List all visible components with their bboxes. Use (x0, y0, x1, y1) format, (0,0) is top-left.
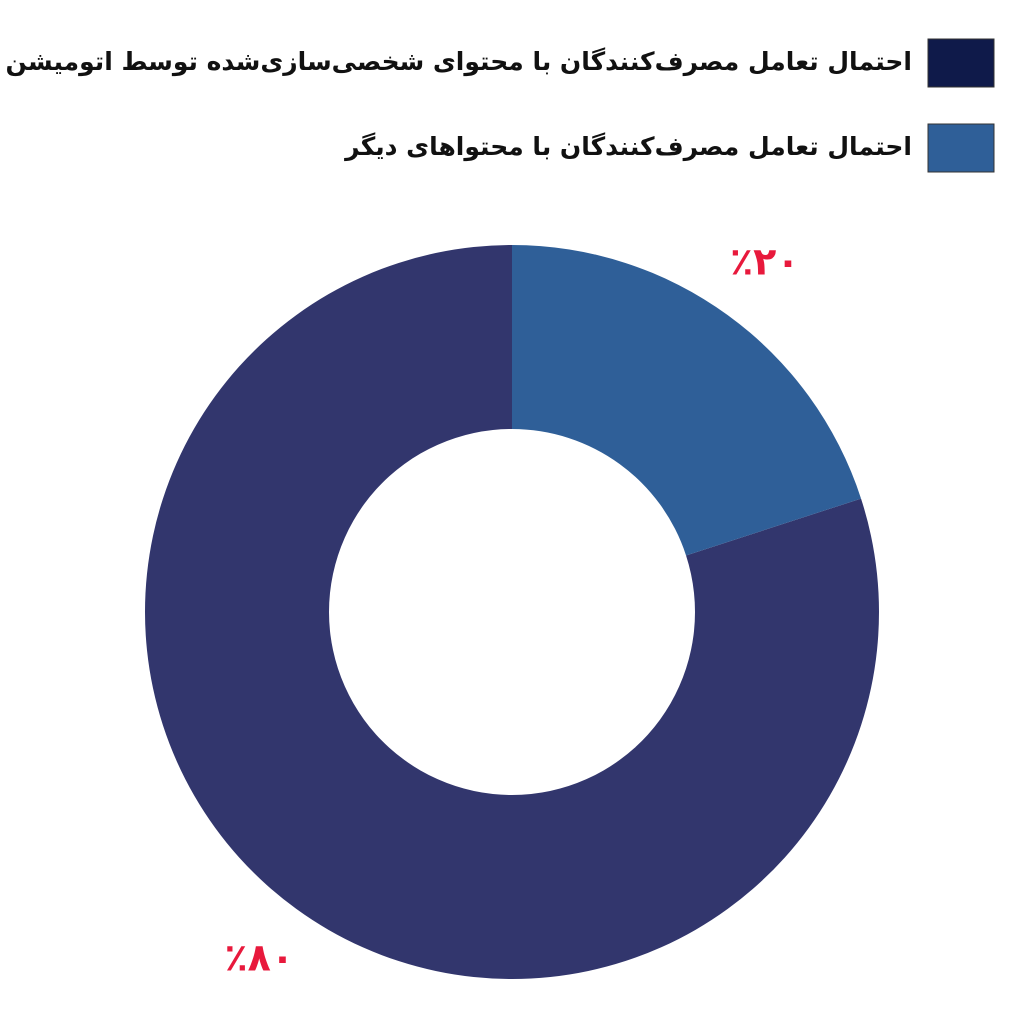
value-label: ٪۲۰ (730, 240, 800, 284)
legend-swatch (927, 123, 995, 173)
value-label: ٪۸۰ (224, 935, 294, 979)
legend-label: احتمال تعامل مصرف‌کنندگان با محتوای شخصی… (6, 47, 912, 77)
donut-slice (512, 245, 862, 556)
donut-slice (144, 245, 879, 979)
legend-swatch (927, 38, 995, 88)
legend-label: احتمال تعامل مصرف‌کنندگان با محتواهای دی… (343, 132, 912, 162)
